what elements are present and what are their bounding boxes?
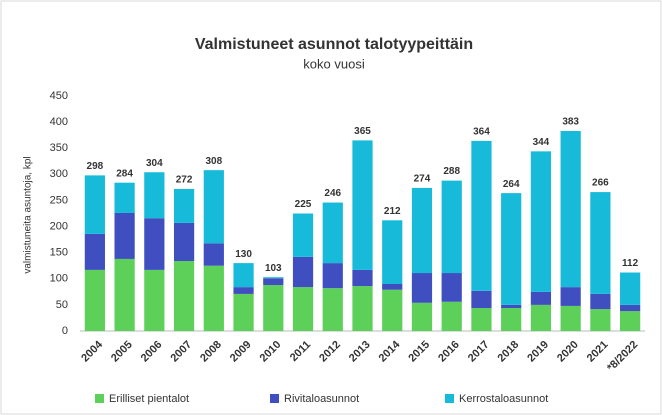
- bar-segment: [501, 304, 522, 309]
- bar-segment: [352, 286, 373, 331]
- bar-segment: [560, 287, 581, 306]
- bar-segment: [382, 220, 403, 284]
- legend-swatch: [270, 394, 279, 403]
- bar-segment: [441, 273, 462, 302]
- total-label: 284: [116, 168, 133, 179]
- total-label: 365: [354, 126, 371, 137]
- total-label: 383: [562, 117, 579, 128]
- chart-title: Valmistuneet asunnot talotyypeittäin: [195, 36, 473, 53]
- y-tick-label: 250: [50, 194, 68, 206]
- bar-segment: [441, 301, 462, 331]
- total-label: 364: [473, 127, 490, 138]
- total-label: 264: [503, 179, 520, 190]
- y-tick-label: 100: [50, 273, 68, 285]
- bar-segment: [144, 218, 165, 270]
- bar-segment: [292, 256, 314, 288]
- total-label: 130: [235, 249, 252, 260]
- bar-segment: [292, 287, 314, 331]
- bar-segment: [411, 273, 433, 303]
- bar-segment: [590, 309, 611, 331]
- bar-segment: [411, 302, 433, 331]
- bar-segment: [263, 278, 284, 286]
- total-label: 112: [622, 258, 639, 269]
- y-tick-label: 300: [50, 168, 68, 180]
- bar-segment: [441, 180, 462, 274]
- y-tick-label: 450: [50, 90, 68, 102]
- bar-segment: [411, 187, 433, 274]
- total-label: 103: [265, 263, 282, 274]
- total-label: 298: [87, 161, 104, 172]
- total-label: 344: [533, 137, 550, 148]
- bar-segment: [382, 289, 403, 331]
- bar-segment: [233, 263, 254, 288]
- bar-segment: [352, 269, 373, 287]
- bar-segment: [114, 182, 135, 213]
- bar-segment: [173, 261, 195, 331]
- bar-segment: [322, 263, 343, 289]
- bar-segment: [114, 212, 135, 259]
- bar-segment: [114, 258, 135, 331]
- bar-segment: [173, 188, 195, 223]
- total-label: 212: [384, 206, 401, 217]
- total-label: 308: [205, 156, 222, 167]
- bar-segment: [530, 291, 552, 305]
- bar-segment: [471, 308, 492, 331]
- legend-label: Kerrostaloasunnot: [459, 393, 548, 405]
- bar-segment: [144, 172, 165, 219]
- bar-segment: [471, 290, 492, 309]
- y-tick-label: 50: [56, 299, 68, 311]
- bar-segment: [203, 243, 224, 266]
- total-label: 288: [443, 166, 460, 177]
- legend-label: Rivitaloasunnot: [284, 393, 359, 405]
- bar-segment: [501, 193, 522, 305]
- bar-segment: [352, 140, 373, 270]
- bar-segment: [501, 308, 522, 331]
- bar-segment: [173, 222, 195, 262]
- y-tick-label: 400: [50, 116, 68, 128]
- bar-segment: [590, 192, 611, 294]
- legend-swatch: [95, 394, 104, 403]
- bar-segment: [292, 213, 314, 257]
- y-tick-label: 0: [62, 325, 68, 337]
- bar-segment: [233, 287, 254, 294]
- total-label: 225: [295, 199, 312, 210]
- bar-segment: [471, 140, 492, 291]
- total-label: 274: [414, 174, 431, 185]
- bar-segment: [382, 284, 403, 290]
- y-tick-label: 200: [50, 220, 68, 232]
- bar-segment: [530, 304, 552, 331]
- bar-segment: [322, 202, 343, 264]
- bar-segment: [590, 293, 611, 310]
- bar-segment: [560, 130, 581, 288]
- bar-segment: [620, 272, 641, 305]
- bar-segment: [263, 277, 284, 279]
- bar-segment: [84, 269, 105, 331]
- y-tick-label: 150: [50, 247, 68, 259]
- bar-segment: [233, 293, 254, 331]
- total-label: 246: [324, 188, 341, 199]
- total-label: 266: [592, 178, 609, 189]
- bar-segment: [84, 175, 105, 234]
- bar-segment: [322, 288, 343, 331]
- bar-segment: [203, 170, 224, 244]
- bar-segment: [144, 269, 165, 331]
- bar-segment: [620, 311, 641, 331]
- total-label: 304: [146, 158, 163, 169]
- bar-segment: [530, 151, 552, 292]
- total-label: 272: [176, 175, 193, 186]
- bar-segment: [560, 305, 581, 331]
- legend-label: Erilliset pientalot: [109, 393, 189, 405]
- bar-segment: [263, 285, 284, 331]
- legend-swatch: [445, 394, 454, 403]
- y-axis-label: valmistuneita asuntoja, kpl: [23, 156, 34, 273]
- chart-subtitle: koko vuosi: [303, 56, 365, 71]
- bar-segment: [84, 233, 105, 270]
- bar-segment: [620, 304, 641, 312]
- y-tick-label: 350: [50, 142, 68, 154]
- bar-segment: [203, 265, 224, 331]
